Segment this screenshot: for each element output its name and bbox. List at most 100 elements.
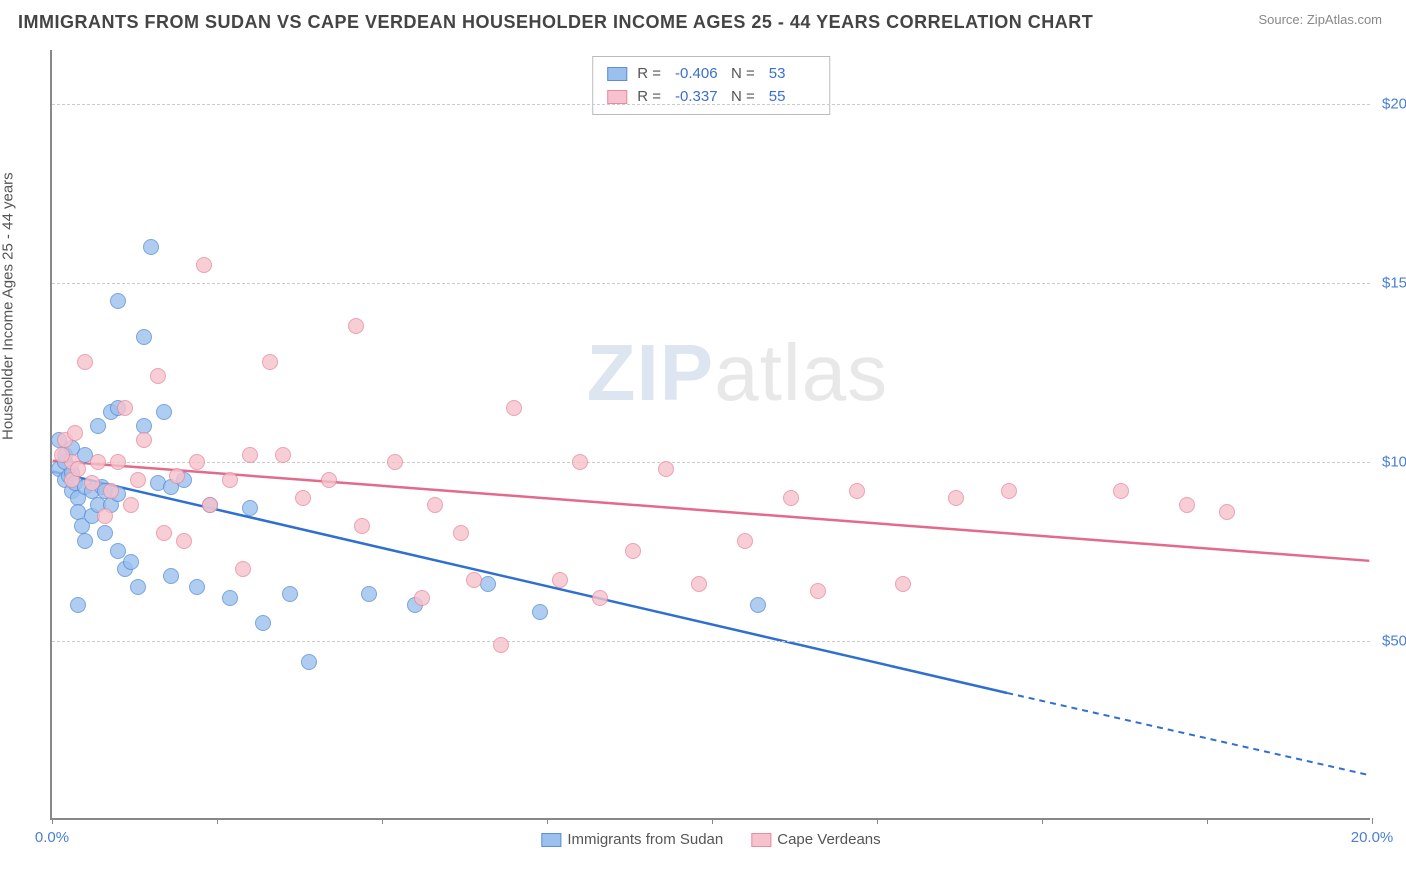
data-point-capeverdean — [783, 490, 799, 506]
y-tick-label: $50,000 — [1372, 632, 1406, 649]
data-point-capeverdean — [592, 590, 608, 606]
data-point-capeverdean — [414, 590, 430, 606]
y-axis-label: Householder Income Ages 25 - 44 years — [0, 172, 17, 440]
trendline-extrap-sudan — [1007, 693, 1369, 775]
legend-item-sudan: Immigrants from Sudan — [541, 831, 723, 848]
data-point-sudan — [143, 239, 159, 255]
data-point-capeverdean — [348, 318, 364, 334]
data-point-capeverdean — [262, 354, 278, 370]
data-point-capeverdean — [295, 490, 311, 506]
y-tick-label: $150,000 — [1372, 274, 1406, 291]
data-point-capeverdean — [150, 368, 166, 384]
swatch-sudan — [607, 67, 627, 81]
data-point-capeverdean — [117, 400, 133, 416]
data-point-sudan — [97, 525, 113, 541]
data-point-sudan — [222, 590, 238, 606]
x-tick-mark — [1207, 818, 1208, 824]
data-point-capeverdean — [156, 525, 172, 541]
data-point-capeverdean — [1179, 497, 1195, 513]
x-tick-mark — [217, 818, 218, 824]
data-point-sudan — [750, 597, 766, 613]
stats-legend: R = -0.406 N = 53 R = -0.337 N = 55 — [592, 56, 830, 115]
data-point-capeverdean — [1113, 483, 1129, 499]
gridline — [52, 283, 1370, 284]
data-point-sudan — [136, 329, 152, 345]
data-point-capeverdean — [123, 497, 139, 513]
data-point-capeverdean — [466, 572, 482, 588]
source-attribution: Source: ZipAtlas.com — [1258, 12, 1382, 27]
stats-legend-row-sudan: R = -0.406 N = 53 — [607, 63, 815, 86]
data-point-capeverdean — [810, 583, 826, 599]
data-point-sudan — [163, 568, 179, 584]
data-point-sudan — [301, 654, 317, 670]
y-tick-label: $100,000 — [1372, 453, 1406, 470]
data-point-sudan — [90, 418, 106, 434]
data-point-capeverdean — [169, 468, 185, 484]
trend-lines-svg — [52, 50, 1370, 818]
swatch-sudan-icon — [541, 833, 561, 847]
x-tick-label: 0.0% — [35, 829, 69, 846]
data-point-sudan — [255, 615, 271, 631]
data-point-capeverdean — [691, 576, 707, 592]
data-point-capeverdean — [90, 454, 106, 470]
data-point-capeverdean — [625, 543, 641, 559]
data-point-capeverdean — [1219, 504, 1235, 520]
x-tick-mark — [1042, 818, 1043, 824]
data-point-sudan — [282, 586, 298, 602]
data-point-capeverdean — [453, 525, 469, 541]
r-value-sudan: -0.406 — [675, 63, 721, 86]
x-tick-mark — [382, 818, 383, 824]
x-tick-mark — [547, 818, 548, 824]
data-point-capeverdean — [176, 533, 192, 549]
watermark: ZIPatlas — [587, 327, 888, 419]
data-point-sudan — [123, 554, 139, 570]
data-point-capeverdean — [242, 447, 258, 463]
data-point-capeverdean — [572, 454, 588, 470]
data-point-capeverdean — [1001, 483, 1017, 499]
data-point-capeverdean — [387, 454, 403, 470]
data-point-capeverdean — [196, 257, 212, 273]
data-point-capeverdean — [130, 472, 146, 488]
data-point-sudan — [532, 604, 548, 620]
data-point-sudan — [189, 579, 205, 595]
data-point-capeverdean — [552, 572, 568, 588]
data-point-capeverdean — [235, 561, 251, 577]
swatch-capeverdean-icon — [751, 833, 771, 847]
gridline — [52, 641, 1370, 642]
data-point-capeverdean — [354, 518, 370, 534]
data-point-capeverdean — [275, 447, 291, 463]
x-tick-label: 20.0% — [1351, 829, 1394, 846]
data-point-capeverdean — [67, 425, 83, 441]
data-point-capeverdean — [136, 432, 152, 448]
data-point-capeverdean — [70, 461, 86, 477]
data-point-capeverdean — [54, 447, 70, 463]
data-point-capeverdean — [97, 508, 113, 524]
legend-item-capeverdean: Cape Verdeans — [751, 831, 880, 848]
x-tick-mark — [52, 818, 53, 824]
data-point-sudan — [110, 293, 126, 309]
data-point-capeverdean — [110, 454, 126, 470]
data-point-capeverdean — [84, 475, 100, 491]
data-point-capeverdean — [849, 483, 865, 499]
data-point-sudan — [77, 533, 93, 549]
gridline — [52, 104, 1370, 105]
series-legend: Immigrants from Sudan Cape Verdeans — [541, 831, 880, 848]
x-tick-mark — [877, 818, 878, 824]
data-point-capeverdean — [948, 490, 964, 506]
chart-container: Householder Income Ages 25 - 44 years ZI… — [0, 40, 1406, 860]
data-point-capeverdean — [658, 461, 674, 477]
data-point-capeverdean — [895, 576, 911, 592]
data-point-capeverdean — [493, 637, 509, 653]
n-value-sudan: 53 — [769, 63, 815, 86]
data-point-capeverdean — [427, 497, 443, 513]
x-tick-mark — [1372, 818, 1373, 824]
data-point-capeverdean — [506, 400, 522, 416]
data-point-capeverdean — [202, 497, 218, 513]
data-point-capeverdean — [737, 533, 753, 549]
x-tick-mark — [712, 818, 713, 824]
chart-title: IMMIGRANTS FROM SUDAN VS CAPE VERDEAN HO… — [18, 12, 1093, 33]
swatch-capeverdean — [607, 90, 627, 104]
data-point-capeverdean — [189, 454, 205, 470]
plot-area: ZIPatlas R = -0.406 N = 53 R = -0.337 N … — [50, 50, 1370, 820]
y-tick-label: $200,000 — [1372, 95, 1406, 112]
